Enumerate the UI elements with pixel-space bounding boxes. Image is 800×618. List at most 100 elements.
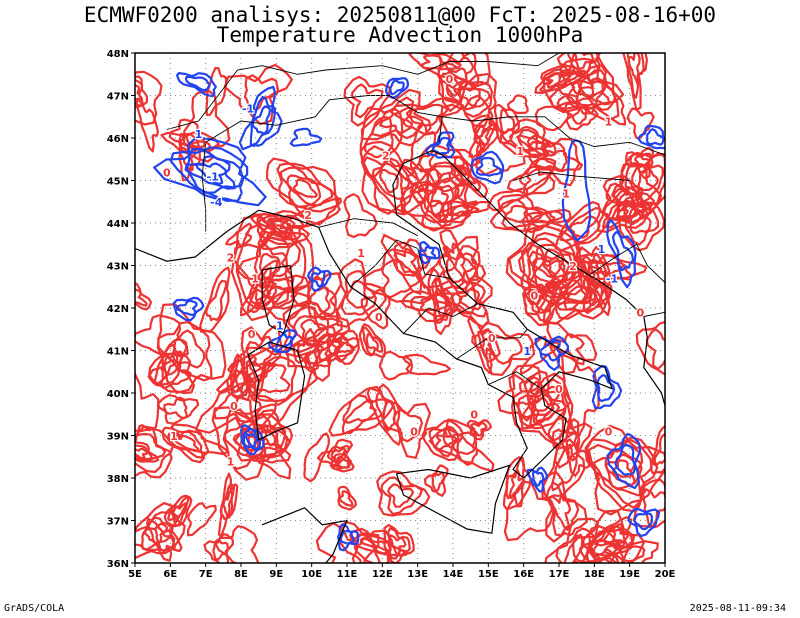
border-line [318, 218, 418, 237]
positive-contour [585, 436, 659, 513]
positive-contour [379, 168, 399, 193]
positive-contour [244, 356, 297, 402]
positive-contour [571, 75, 595, 98]
border-line [590, 243, 665, 283]
positive-contour [429, 185, 449, 208]
positive-contour [488, 334, 523, 365]
positive-contour [392, 409, 423, 443]
positive-contour [431, 471, 446, 493]
positive-contour [518, 164, 555, 197]
positive-contour [645, 328, 665, 371]
lon-tick-label: 19E [619, 569, 640, 580]
positive-contour [154, 343, 183, 385]
negative-contour [153, 136, 267, 207]
positive-contour [616, 199, 665, 252]
positive-contour [505, 219, 598, 305]
contour-label: -4 [210, 196, 223, 209]
negative-contour [431, 136, 451, 155]
footer-credit: GrADS/COLA [4, 603, 65, 614]
lat-tick-label: 40N [107, 389, 129, 400]
contour-layer [135, 53, 665, 563]
positive-contour [135, 70, 163, 126]
negative-contour [307, 266, 332, 292]
positive-contour [171, 329, 206, 369]
positive-contour [532, 243, 575, 286]
contour-label: 1 [605, 115, 613, 128]
lat-tick-label: 36N [107, 559, 129, 570]
lon-tick-label: 9E [269, 569, 283, 580]
positive-contour [542, 53, 620, 122]
positive-contour [627, 53, 641, 85]
positive-contour [626, 107, 655, 139]
positive-contour [452, 80, 491, 111]
positive-contour [542, 256, 611, 325]
lon-tick-label: 11E [337, 569, 358, 580]
positive-contour [539, 68, 580, 93]
positive-contour [292, 315, 330, 347]
positive-contour [470, 422, 488, 437]
positive-contour [527, 390, 567, 430]
positive-contour [409, 171, 466, 228]
negative-contour [385, 77, 410, 99]
positive-contour [156, 303, 227, 394]
negative-contour [614, 444, 637, 476]
contour-label: 0 [636, 307, 644, 320]
positive-contour [203, 533, 234, 563]
border-line [201, 95, 443, 232]
coastline-layer [135, 53, 665, 563]
positive-contour [493, 103, 520, 143]
contour-label: 0 [605, 426, 613, 439]
longitude-axis: 5E 6E 7E 8E 9E 10E 11E 12E 13E 14E 15E 16E 17E 18E 19E… [128, 563, 676, 580]
positive-contour [612, 459, 634, 478]
negative-contour [240, 424, 265, 456]
positive-contour [564, 102, 588, 125]
positive-contour [267, 217, 296, 234]
contour-label: 1 [251, 273, 259, 286]
positive-contour [421, 419, 464, 462]
positive-contour [258, 252, 281, 280]
positive-contour [300, 318, 326, 341]
positive-contour [388, 534, 407, 556]
positive-contour [505, 456, 526, 508]
positive-contour [340, 270, 377, 316]
positive-contour [577, 80, 627, 126]
positive-contour [428, 418, 495, 473]
positive-contour [542, 256, 561, 277]
contour-label: 2 [227, 251, 235, 264]
positive-contour [174, 434, 200, 453]
positive-contour [473, 122, 496, 157]
positive-contour [637, 168, 659, 192]
negative-contour [339, 530, 355, 545]
positive-contour [232, 230, 302, 306]
positive-contour [566, 285, 587, 304]
positive-contour [516, 134, 551, 158]
border-line [643, 311, 665, 317]
positive-contour [519, 335, 561, 375]
positive-contour [557, 64, 607, 115]
positive-contour [230, 214, 315, 322]
lon-tick-label: 17E [549, 569, 570, 580]
positive-contour [358, 323, 387, 358]
positive-contour [425, 182, 455, 217]
contour-label: 0 [163, 166, 171, 179]
positive-contour [333, 337, 356, 354]
negative-contour [310, 270, 326, 288]
positive-contour [279, 166, 334, 208]
lon-tick-label: 15E [478, 569, 499, 580]
positive-contour [588, 539, 659, 563]
positive-contour [330, 332, 360, 363]
positive-contour [555, 527, 595, 563]
graticule [135, 53, 665, 563]
contour-label: -1 [207, 171, 219, 184]
positive-contour [383, 523, 415, 563]
positive-contour [375, 391, 397, 432]
positive-contour [183, 90, 231, 153]
lon-tick-label: 16E [513, 569, 534, 580]
lon-tick-label: 5E [128, 569, 142, 580]
positive-contour [380, 476, 423, 516]
lat-tick-label: 45N [107, 177, 129, 188]
positive-contour [503, 480, 556, 542]
positive-contour [135, 447, 149, 461]
positive-contour [335, 258, 387, 328]
positive-contour [234, 369, 246, 393]
